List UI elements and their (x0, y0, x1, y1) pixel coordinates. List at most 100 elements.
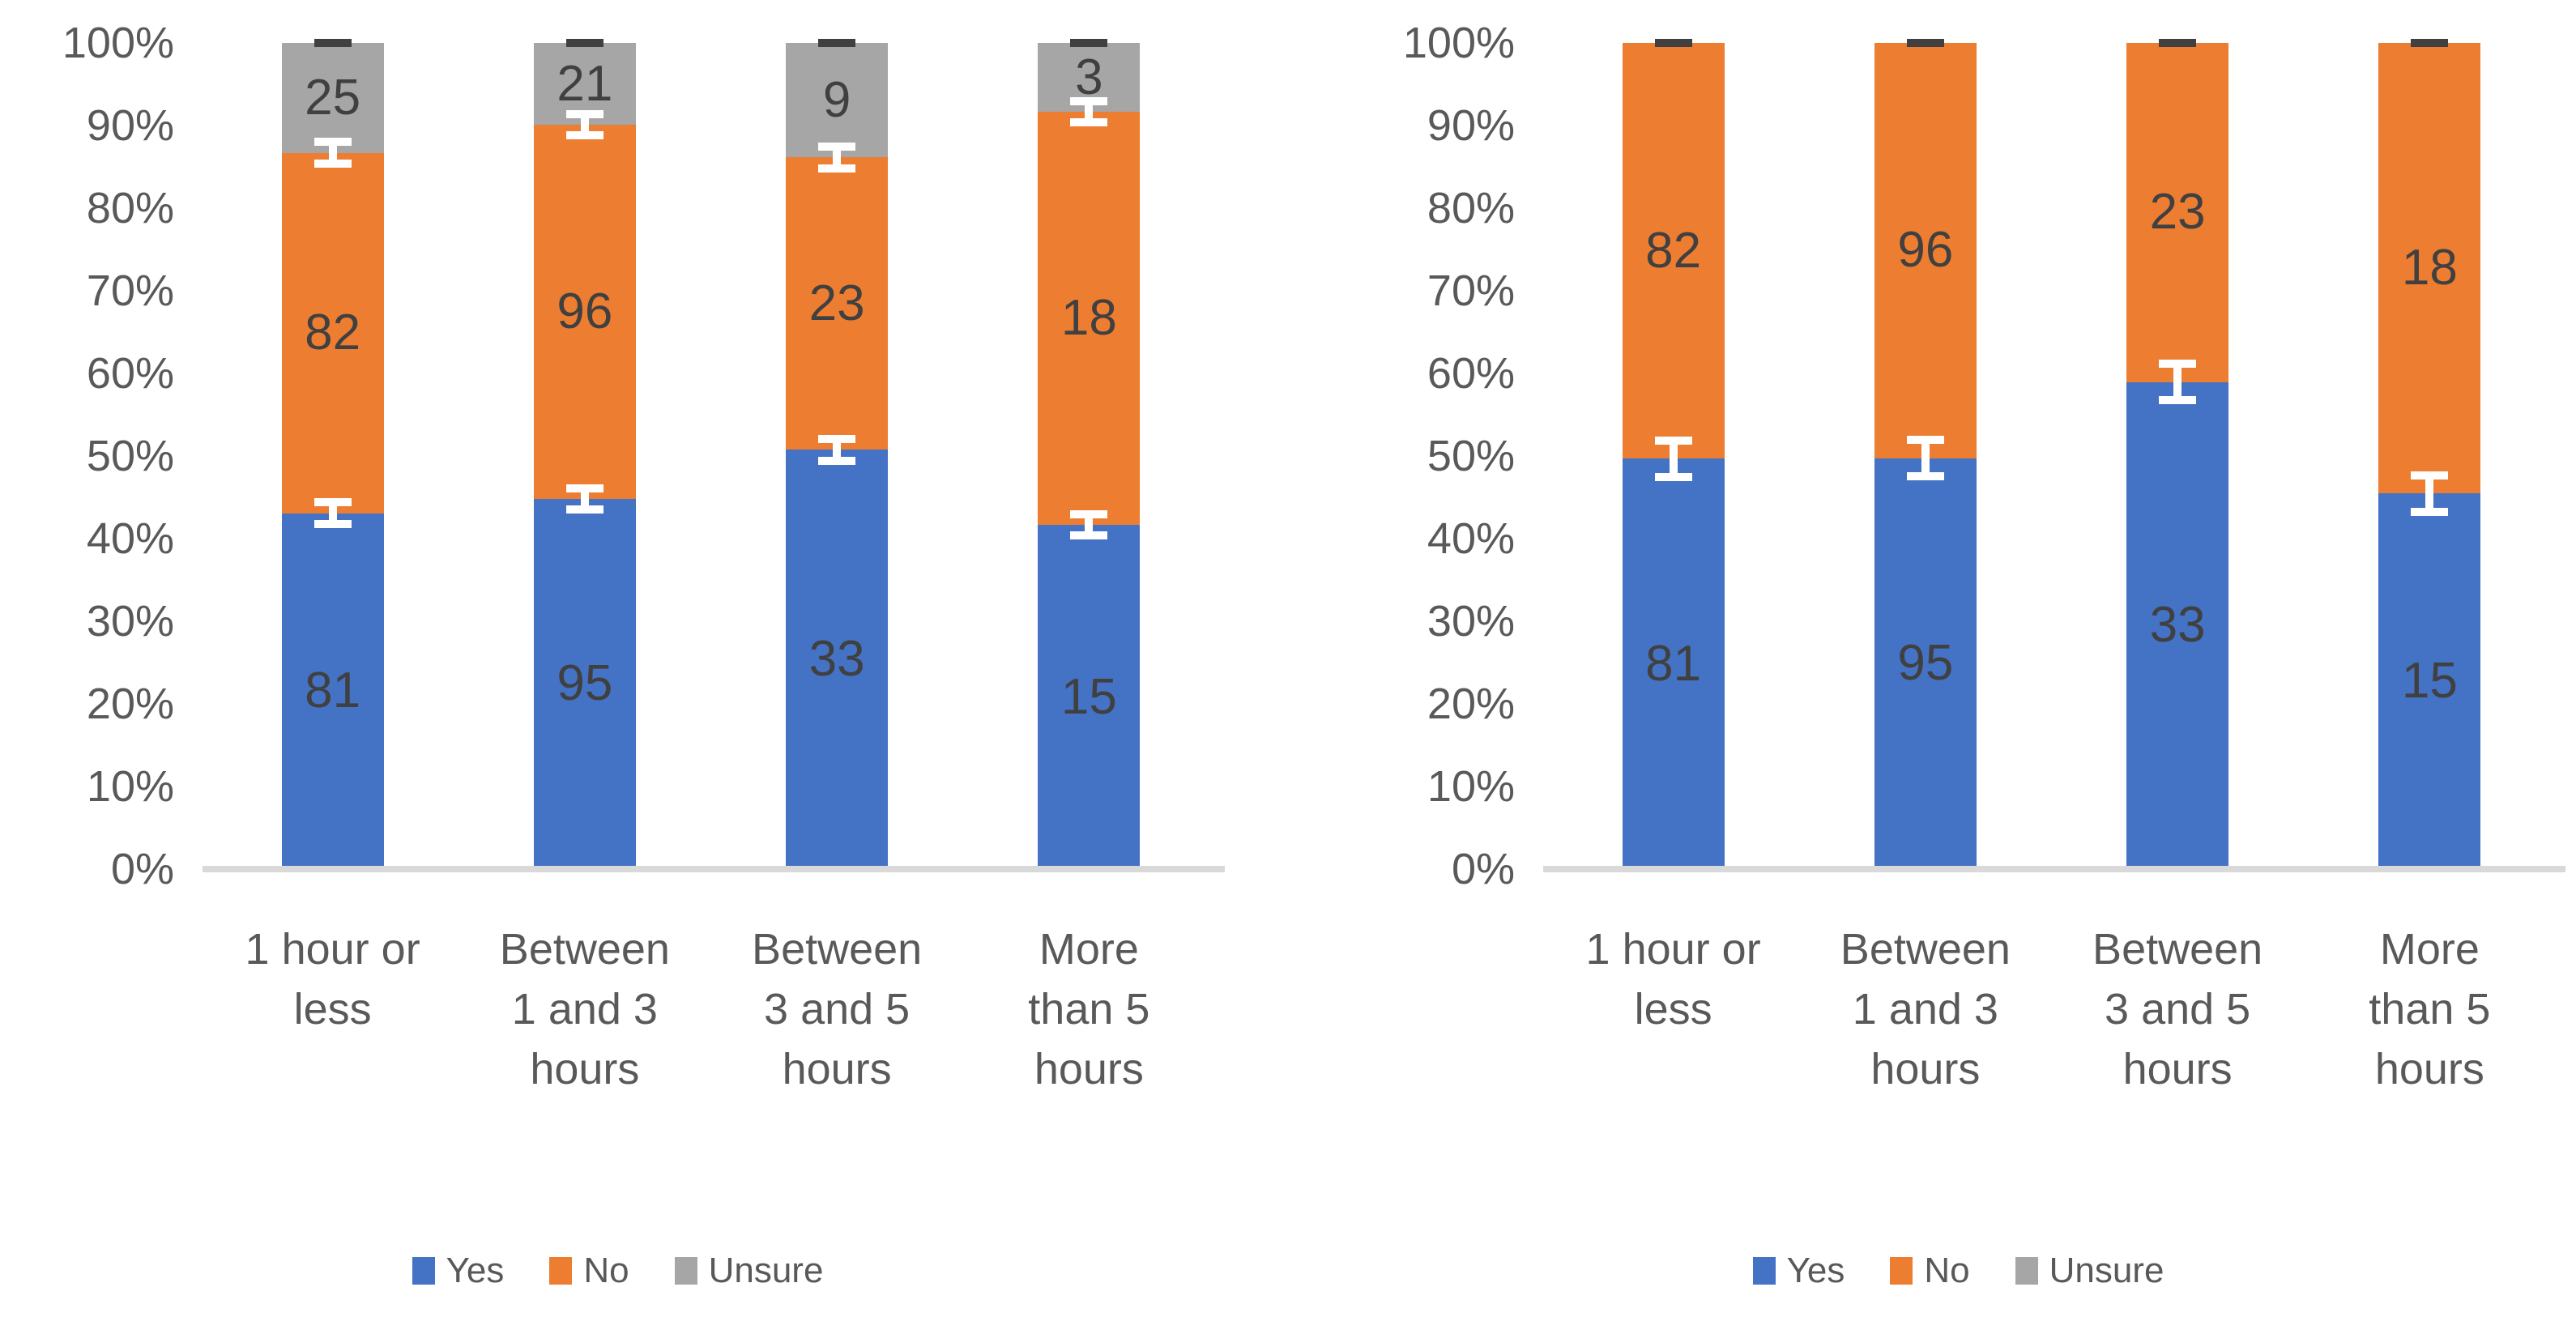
error-bar-stroke (833, 434, 842, 465)
segment-value-label: 95 (557, 655, 613, 712)
segment-yes (1874, 458, 1977, 869)
error-bar-top-dash (2411, 39, 2449, 47)
error-bar-stroke (2173, 360, 2182, 405)
legend-entry-unsure: Unsure (674, 1251, 824, 1291)
y-axis-tick-label: 0% (110, 845, 174, 893)
legend-swatch-yes-icon (1752, 1257, 1776, 1285)
y-axis-tick-label: 100% (62, 19, 174, 67)
error-bar-top-dash (2159, 39, 2197, 47)
segment-value-label: 82 (305, 305, 361, 361)
y-axis-tick-label: 20% (86, 680, 174, 728)
segment-value-label: 18 (1060, 290, 1117, 346)
segment-no (1038, 112, 1141, 525)
legend-label: No (1924, 1251, 1970, 1290)
stacked-bar: 33 23 (2126, 39, 2229, 869)
y-axis-tick-label: 0% (1451, 845, 1515, 893)
stacked-bar: 95 96 (1874, 39, 1977, 869)
y-axis-tick-label: 10% (86, 762, 174, 811)
segment-value-label: 33 (2149, 597, 2206, 654)
error-bar-stroke (833, 142, 842, 173)
x-axis-category-label: Between 1 and 3 hours (1840, 925, 2011, 1093)
error-bar (313, 138, 352, 168)
error-bar (1070, 509, 1108, 540)
legend-entry-no: No (1890, 1251, 1970, 1291)
segment-yes (2378, 493, 2481, 869)
plot-area: 81 82 95 96 33 23 15 18 (1547, 39, 2556, 869)
legend: Yes No Unsure (1341, 1251, 2576, 1291)
segment-yes (1622, 458, 1725, 869)
y-axis-tick-label: 30% (1427, 597, 1515, 646)
stacked-bar: 81 82 25 (281, 39, 384, 869)
legend: Yes No Unsure (0, 1251, 1235, 1291)
legend-swatch-yes-icon (412, 1257, 435, 1285)
segment-value-label: 9 (822, 71, 851, 128)
segment-value-label: 81 (305, 663, 361, 719)
error-bar-stroke (1085, 509, 1094, 540)
legend-entry-yes: Yes (1752, 1251, 1845, 1291)
segment-value-label: 96 (1897, 222, 1954, 279)
error-bar-stroke (580, 484, 589, 514)
y-axis-tick-label: 70% (1427, 266, 1515, 315)
x-axis-category-label: Between 3 and 5 hours (2092, 925, 2263, 1093)
error-bar (1906, 436, 1944, 481)
plot-area: 81 82 25 95 96 21 33 23 9 15 18 3 (207, 39, 1215, 869)
y-axis-tick-label: 80% (1427, 184, 1515, 232)
y-axis: 100% 90% 80% 70% 60% 50% 40% 30% 20% 10% 0% (1341, 0, 1515, 907)
error-bar (565, 109, 603, 140)
legend-label: Yes (1786, 1251, 1845, 1290)
segment-value-label: 23 (808, 275, 865, 331)
y-axis-tick-label: 60% (1427, 349, 1515, 398)
legend-swatch-unsure-icon (2015, 1257, 2038, 1285)
legend-entry-unsure: Unsure (2015, 1251, 2164, 1291)
segment-value-label: 15 (2401, 653, 2458, 710)
y-axis-tick-label: 90% (86, 101, 174, 150)
y-axis-tick-label: 10% (1427, 762, 1515, 811)
segment-value-label: 15 (1060, 668, 1117, 725)
segment-no (281, 152, 384, 514)
y-axis-tick-label: 40% (1427, 514, 1515, 563)
segment-yes (281, 513, 384, 869)
y-axis: 100% 90% 80% 70% 60% 50% 40% 30% 20% 10% 0% (0, 0, 174, 907)
segment-yes (533, 498, 636, 869)
segment-value-label: 18 (2401, 240, 2458, 296)
legend-label: Unsure (2049, 1251, 2164, 1290)
stacked-bar: 15 18 3 (1038, 39, 1141, 869)
segment-value-label: 95 (1897, 635, 1954, 692)
x-axis-line (1543, 866, 2565, 872)
x-axis-category-label: More than 5 hours (1028, 925, 1150, 1093)
segment-yes (786, 450, 889, 869)
segment-no (786, 157, 889, 450)
x-axis-category-label: 1 hour or less (1585, 925, 1761, 1034)
error-bar (818, 142, 856, 173)
x-axis-category-label: More than 5 hours (2369, 925, 2491, 1093)
legend-swatch-no-icon (549, 1257, 573, 1285)
error-bar (818, 434, 856, 465)
legend-label: Unsure (708, 1251, 824, 1290)
y-axis-tick-label: 90% (1427, 101, 1515, 150)
segment-value-label: 3 (1075, 49, 1103, 105)
stacked-bar: 33 23 9 (786, 39, 889, 869)
segment-no (533, 125, 636, 499)
y-axis-tick-label: 60% (86, 349, 174, 398)
error-bar (565, 484, 603, 514)
error-bar-stroke (1669, 436, 1678, 481)
stacked-bar: 15 18 (2378, 39, 2481, 869)
legend-swatch-unsure-icon (674, 1257, 697, 1285)
y-axis-tick-label: 20% (1427, 680, 1515, 728)
segment-value-label: 96 (557, 283, 613, 339)
error-bar (2159, 360, 2197, 405)
error-bar-stroke (1085, 96, 1094, 127)
y-axis-tick-label: 80% (86, 184, 174, 232)
error-bar-top-dash (818, 39, 856, 47)
x-axis-category-label: 1 hour or less (245, 925, 420, 1034)
y-axis-tick-label: 50% (86, 432, 174, 480)
error-bar-top-dash (1070, 39, 1108, 47)
segment-no (2378, 43, 2481, 494)
segment-no (1622, 43, 1725, 459)
chart-panel-left: 100% 90% 80% 70% 60% 50% 40% 30% 20% 10% 0% 81 82 25… (0, 0, 1235, 1317)
error-bar (1070, 96, 1108, 127)
segment-unsure (281, 43, 384, 153)
error-bar-top-dash (565, 39, 603, 47)
error-bar-top-dash (1654, 39, 1692, 47)
